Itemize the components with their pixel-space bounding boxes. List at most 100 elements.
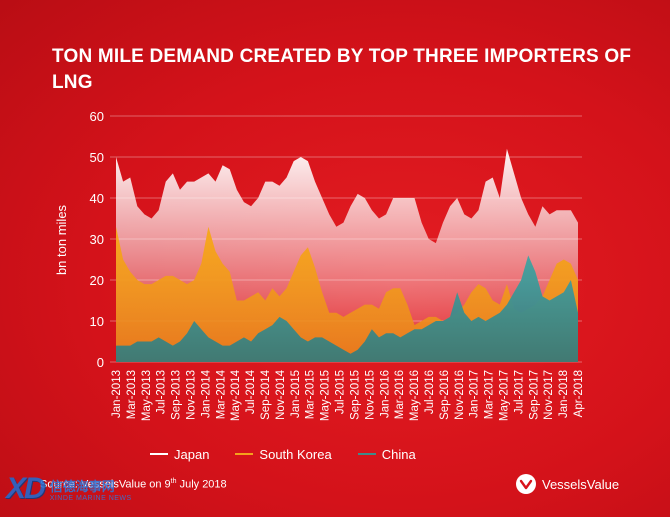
point-south-korea	[364, 304, 365, 305]
point-china	[357, 349, 358, 350]
point-japan	[158, 210, 159, 211]
point-south-korea	[243, 300, 244, 301]
point-china	[236, 341, 237, 342]
point-japan	[428, 238, 429, 239]
point-china	[521, 279, 522, 280]
point-south-korea	[201, 263, 202, 264]
point-japan	[485, 181, 486, 182]
point-south-korea	[286, 288, 287, 289]
point-japan	[371, 210, 372, 211]
legend-swatch-china	[357, 453, 376, 455]
point-china	[123, 345, 124, 346]
point-japan	[449, 206, 450, 207]
point-japan	[286, 177, 287, 178]
x-tick-label: May-2015	[320, 370, 332, 421]
x-tick-label: Jan-2014	[200, 369, 212, 418]
point-japan	[272, 181, 273, 182]
point-china	[172, 345, 173, 346]
point-south-korea	[400, 288, 401, 289]
y-tick-label: 50	[90, 150, 104, 165]
series-areas	[115, 148, 578, 362]
point-china	[329, 341, 330, 342]
point-china	[549, 300, 550, 301]
x-tick-label: Apr-2018	[573, 370, 585, 417]
point-japan	[414, 197, 415, 198]
point-south-korea	[115, 226, 116, 227]
point-japan	[350, 206, 351, 207]
point-south-korea	[414, 325, 415, 326]
point-japan	[464, 214, 465, 215]
point-china	[250, 341, 251, 342]
y-tick-label: 30	[90, 232, 104, 247]
point-china	[570, 279, 571, 280]
point-south-korea	[151, 284, 152, 285]
point-japan	[258, 197, 259, 198]
point-south-korea	[165, 275, 166, 276]
x-tick-label: Jul-2016	[424, 370, 436, 414]
point-japan	[130, 177, 131, 178]
point-china	[513, 292, 514, 293]
point-china	[307, 341, 308, 342]
point-japan	[179, 189, 180, 190]
point-japan	[521, 197, 522, 198]
point-china	[194, 320, 195, 321]
vesselsvalue-logo-icon	[516, 474, 536, 494]
point-south-korea	[336, 312, 337, 313]
point-south-korea	[428, 316, 429, 317]
point-china	[556, 296, 557, 297]
point-china	[563, 292, 564, 293]
point-japan	[329, 214, 330, 215]
point-china	[314, 337, 315, 338]
point-china	[336, 345, 337, 346]
point-china	[265, 329, 266, 330]
point-south-korea	[549, 279, 550, 280]
point-japan	[194, 181, 195, 182]
point-china	[535, 271, 536, 272]
point-south-korea	[357, 308, 358, 309]
point-japan	[407, 197, 408, 198]
point-japan	[385, 214, 386, 215]
point-japan	[123, 181, 124, 182]
x-tick-label: Nov-2013	[186, 370, 198, 420]
point-south-korea	[371, 304, 372, 305]
point-china	[506, 304, 507, 305]
point-south-korea	[329, 312, 330, 313]
x-tick-label: Nov-2017	[543, 370, 555, 420]
point-china	[350, 353, 351, 354]
point-japan	[265, 181, 266, 182]
point-china	[492, 316, 493, 317]
x-tick-label: Jan-2016	[379, 370, 391, 418]
point-japan	[243, 202, 244, 203]
x-tick-label: Jul-2013	[156, 370, 168, 414]
point-china	[485, 320, 486, 321]
point-south-korea	[577, 279, 578, 280]
point-china	[165, 341, 166, 342]
point-south-korea	[314, 267, 315, 268]
point-japan	[137, 206, 138, 207]
x-tick-label: Mar-2014	[215, 369, 227, 419]
source-note: Source: VesselsValue on 9th July 2018	[40, 478, 227, 491]
point-china	[464, 312, 465, 313]
point-south-korea	[570, 263, 571, 264]
x-tick-label: Jul-2017	[513, 370, 525, 414]
point-japan	[144, 214, 145, 215]
point-south-korea	[123, 259, 124, 260]
point-south-korea	[236, 300, 237, 301]
y-tick-label: 20	[90, 273, 104, 288]
point-south-korea	[300, 255, 301, 256]
x-tick-label: Sep-2014	[260, 369, 272, 419]
point-south-korea	[421, 320, 422, 321]
chart-title: TON MILE DEMAND CREATED BY TOP THREE IMP…	[52, 46, 632, 93]
point-japan	[250, 206, 251, 207]
point-south-korea	[492, 300, 493, 301]
point-china	[449, 316, 450, 317]
x-tick-label: Jan-2018	[558, 370, 570, 418]
point-china	[208, 337, 209, 338]
legend-label-japan: Japan	[174, 446, 210, 462]
x-tick-label: Nov-2016	[454, 370, 466, 420]
point-china	[371, 329, 372, 330]
point-japan	[435, 243, 436, 244]
point-china	[364, 341, 365, 342]
point-japan	[222, 165, 223, 166]
